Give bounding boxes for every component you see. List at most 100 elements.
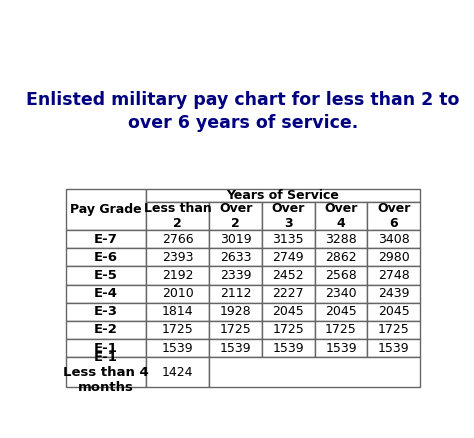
Text: 3408: 3408 xyxy=(378,233,410,246)
Bar xyxy=(367,248,420,266)
Text: Less than
2: Less than 2 xyxy=(144,202,211,230)
Text: E-5: E-5 xyxy=(94,269,118,282)
Text: Over
3: Over 3 xyxy=(272,202,305,230)
Text: 3135: 3135 xyxy=(273,233,304,246)
Bar xyxy=(66,266,146,285)
Text: 1424: 1424 xyxy=(162,366,193,379)
Text: E-7: E-7 xyxy=(94,233,118,246)
Bar xyxy=(262,230,315,248)
Bar xyxy=(367,230,420,248)
Text: Over
6: Over 6 xyxy=(377,202,410,230)
Text: E-3: E-3 xyxy=(94,305,118,318)
Text: 2766: 2766 xyxy=(162,233,193,246)
Bar xyxy=(262,285,315,303)
Text: 2568: 2568 xyxy=(325,269,357,282)
Text: 2339: 2339 xyxy=(220,269,251,282)
Bar xyxy=(146,303,210,321)
Text: 1725: 1725 xyxy=(273,323,304,336)
Text: 2439: 2439 xyxy=(378,287,410,300)
Text: E-6: E-6 xyxy=(94,251,118,264)
Bar xyxy=(262,303,315,321)
Text: 1539: 1539 xyxy=(220,342,252,355)
Bar xyxy=(210,303,262,321)
Bar xyxy=(315,303,367,321)
Bar xyxy=(210,285,262,303)
Text: 2393: 2393 xyxy=(162,251,193,264)
Bar xyxy=(367,303,420,321)
Bar xyxy=(210,357,420,387)
Text: 2980: 2980 xyxy=(378,251,410,264)
Text: E-1
Less than 4
months: E-1 Less than 4 months xyxy=(63,351,149,394)
Bar xyxy=(66,339,146,357)
Bar xyxy=(315,248,367,266)
Bar xyxy=(210,266,262,285)
Text: 2045: 2045 xyxy=(273,305,304,318)
Text: 3288: 3288 xyxy=(325,233,357,246)
Text: 2227: 2227 xyxy=(273,287,304,300)
Bar xyxy=(262,339,315,357)
Bar xyxy=(367,339,420,357)
Text: 1539: 1539 xyxy=(273,342,304,355)
Text: 2340: 2340 xyxy=(325,287,357,300)
Text: 2010: 2010 xyxy=(162,287,193,300)
Bar xyxy=(146,266,210,285)
Bar xyxy=(66,189,146,230)
Text: 2633: 2633 xyxy=(220,251,251,264)
Text: Over
4: Over 4 xyxy=(324,202,358,230)
Text: 2192: 2192 xyxy=(162,269,193,282)
Bar xyxy=(262,202,315,230)
Bar xyxy=(146,285,210,303)
Text: E-4: E-4 xyxy=(94,287,118,300)
Bar xyxy=(146,248,210,266)
Bar xyxy=(367,202,420,230)
Bar xyxy=(146,230,210,248)
Bar xyxy=(66,357,146,387)
Bar xyxy=(315,266,367,285)
Text: 1725: 1725 xyxy=(378,323,410,336)
Bar xyxy=(315,339,367,357)
Bar xyxy=(367,266,420,285)
Text: 2452: 2452 xyxy=(273,269,304,282)
Text: 2045: 2045 xyxy=(325,305,357,318)
Text: 1539: 1539 xyxy=(378,342,410,355)
Bar xyxy=(210,202,262,230)
Text: 2862: 2862 xyxy=(325,251,357,264)
Bar xyxy=(66,303,146,321)
Bar xyxy=(262,248,315,266)
Bar xyxy=(146,339,210,357)
Bar xyxy=(146,189,420,202)
Text: Enlisted military pay chart for less than 2 to
over 6 years of service.: Enlisted military pay chart for less tha… xyxy=(26,92,460,132)
Bar xyxy=(66,285,146,303)
Bar xyxy=(210,339,262,357)
Bar xyxy=(66,321,146,339)
Bar xyxy=(367,321,420,339)
Bar xyxy=(146,202,210,230)
Bar xyxy=(146,357,210,387)
Text: 2749: 2749 xyxy=(273,251,304,264)
Text: 1539: 1539 xyxy=(325,342,357,355)
Text: 1814: 1814 xyxy=(162,305,193,318)
Text: 1928: 1928 xyxy=(220,305,252,318)
Text: E-2: E-2 xyxy=(94,323,118,336)
Text: 1539: 1539 xyxy=(162,342,193,355)
Bar xyxy=(146,321,210,339)
Bar xyxy=(210,248,262,266)
Bar xyxy=(262,266,315,285)
Text: E-1: E-1 xyxy=(94,342,118,355)
Bar xyxy=(315,202,367,230)
Bar xyxy=(315,285,367,303)
Bar xyxy=(315,230,367,248)
Text: Years of Service: Years of Service xyxy=(227,189,339,202)
Bar xyxy=(315,321,367,339)
Bar xyxy=(66,230,146,248)
Bar xyxy=(66,248,146,266)
Bar xyxy=(210,321,262,339)
Text: Pay Grade: Pay Grade xyxy=(70,203,142,216)
Text: 2112: 2112 xyxy=(220,287,251,300)
Text: 1725: 1725 xyxy=(162,323,193,336)
Bar xyxy=(262,321,315,339)
Text: 3019: 3019 xyxy=(220,233,252,246)
Bar xyxy=(210,230,262,248)
Text: Over
2: Over 2 xyxy=(219,202,252,230)
Text: 2045: 2045 xyxy=(378,305,410,318)
